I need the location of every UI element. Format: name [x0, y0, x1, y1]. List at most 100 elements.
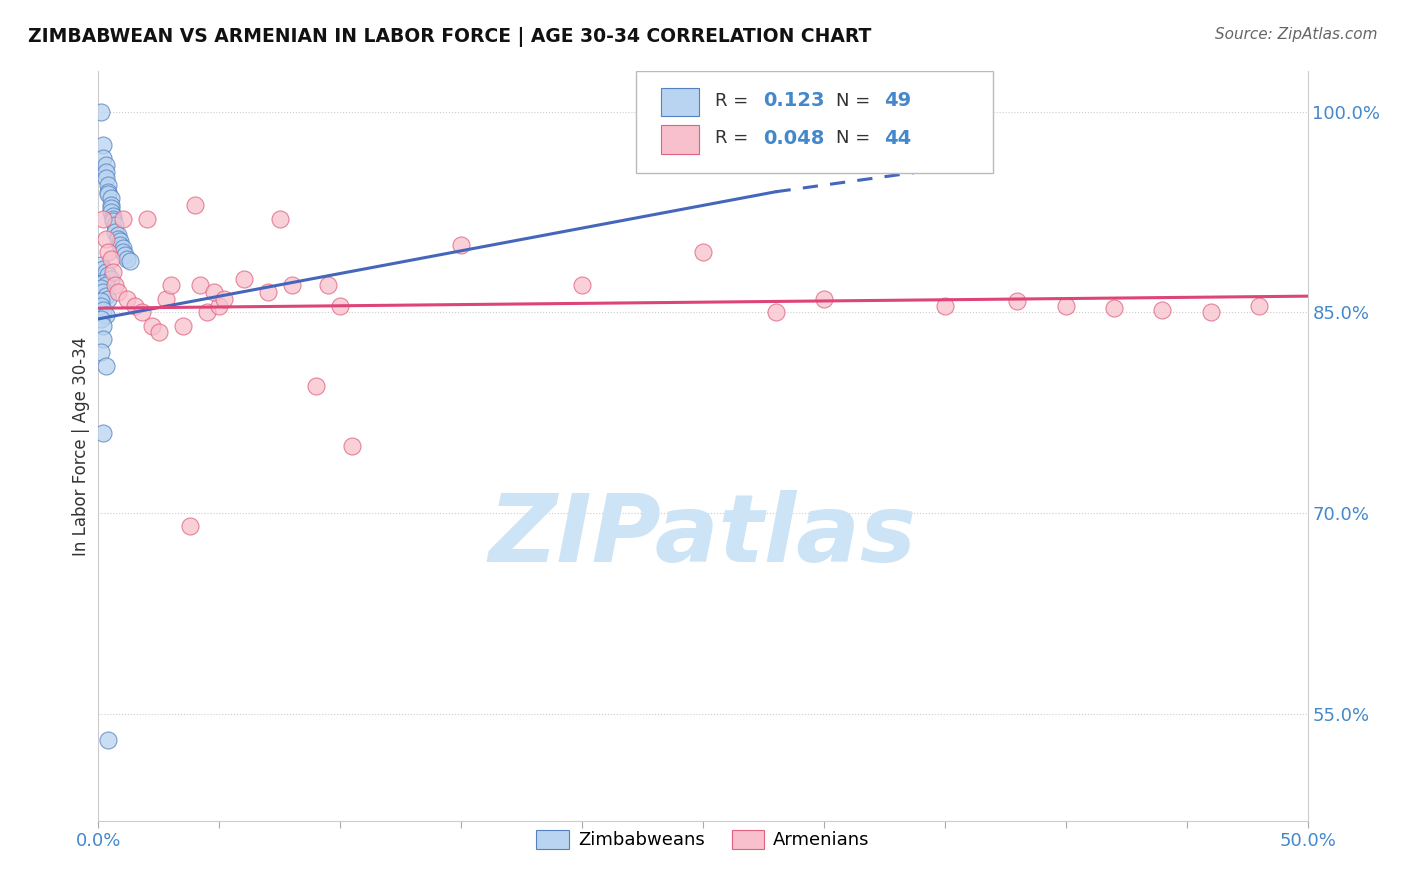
FancyBboxPatch shape	[661, 125, 699, 153]
Text: R =: R =	[716, 129, 754, 147]
Point	[281, 278, 304, 293]
Point	[94, 232, 117, 246]
Point	[91, 425, 114, 440]
Point	[97, 268, 120, 282]
Point	[91, 152, 114, 166]
Text: 49: 49	[884, 91, 911, 110]
Point	[188, 278, 211, 293]
Point	[101, 214, 124, 228]
Point	[111, 245, 134, 260]
Y-axis label: In Labor Force | Age 30-34: In Labor Force | Age 30-34	[72, 336, 90, 556]
Point	[101, 209, 124, 223]
Point	[90, 299, 112, 313]
Point	[90, 294, 112, 309]
Point	[124, 299, 146, 313]
Point	[100, 198, 122, 212]
Point	[94, 308, 117, 322]
Point	[100, 192, 122, 206]
Point	[117, 252, 139, 266]
Point	[97, 185, 120, 199]
Point	[204, 285, 226, 300]
Point	[813, 292, 835, 306]
Point	[107, 227, 129, 242]
Point	[91, 138, 114, 153]
Point	[111, 211, 134, 226]
Point	[160, 278, 183, 293]
Point	[100, 252, 122, 266]
Point	[232, 272, 254, 286]
Point	[212, 292, 235, 306]
Legend: Zimbabweans, Armenians: Zimbabweans, Armenians	[529, 822, 877, 856]
Point	[100, 205, 122, 219]
Point	[94, 171, 117, 186]
Point	[100, 201, 122, 215]
Point	[90, 259, 112, 273]
Point	[195, 305, 218, 319]
Point	[1102, 301, 1125, 316]
Point	[97, 733, 120, 747]
Point	[1152, 302, 1174, 317]
Text: 0.123: 0.123	[763, 91, 825, 110]
Point	[90, 345, 112, 359]
Point	[91, 211, 114, 226]
Point	[91, 302, 114, 317]
Point	[305, 379, 328, 393]
Point	[256, 285, 278, 300]
Point	[104, 219, 127, 233]
Text: 0.048: 0.048	[763, 128, 825, 147]
Point	[114, 248, 136, 262]
Point	[90, 312, 112, 326]
Point	[101, 211, 124, 226]
Point	[107, 285, 129, 300]
Text: N =: N =	[837, 129, 876, 147]
Point	[571, 278, 593, 293]
Point	[316, 278, 339, 293]
Point	[94, 359, 117, 373]
Point	[101, 265, 124, 279]
Point	[104, 225, 127, 239]
Point	[184, 198, 207, 212]
Text: N =: N =	[837, 92, 876, 110]
Point	[91, 262, 114, 277]
Point	[329, 299, 352, 313]
Point	[91, 318, 114, 333]
Point	[91, 276, 114, 290]
Point	[342, 439, 364, 453]
Point	[179, 519, 201, 533]
Point	[172, 318, 194, 333]
Point	[450, 238, 472, 252]
Point	[97, 178, 120, 193]
Point	[1199, 305, 1222, 319]
Text: R =: R =	[716, 92, 754, 110]
Point	[131, 305, 153, 319]
Point	[1249, 299, 1271, 313]
Point	[100, 272, 122, 286]
Point	[97, 292, 120, 306]
Point	[104, 278, 127, 293]
Point	[107, 232, 129, 246]
Text: ZIMBABWEAN VS ARMENIAN IN LABOR FORCE | AGE 30-34 CORRELATION CHART: ZIMBABWEAN VS ARMENIAN IN LABOR FORCE | …	[28, 27, 872, 46]
Point	[269, 211, 291, 226]
Point	[1007, 294, 1029, 309]
Text: Source: ZipAtlas.com: Source: ZipAtlas.com	[1215, 27, 1378, 42]
Point	[94, 158, 117, 172]
Point	[208, 299, 231, 313]
Text: ZIPatlas: ZIPatlas	[489, 490, 917, 582]
Point	[91, 285, 114, 300]
Point	[148, 326, 170, 340]
Point	[94, 265, 117, 279]
Point	[135, 211, 157, 226]
Point	[108, 235, 131, 249]
Point	[94, 165, 117, 179]
Point	[97, 187, 120, 202]
Point	[117, 292, 139, 306]
Point	[108, 238, 131, 252]
Point	[155, 292, 177, 306]
Point	[111, 241, 134, 255]
Text: 44: 44	[884, 128, 911, 147]
FancyBboxPatch shape	[661, 87, 699, 116]
Point	[934, 299, 956, 313]
Point	[1054, 299, 1077, 313]
FancyBboxPatch shape	[637, 71, 993, 172]
Point	[90, 104, 112, 119]
